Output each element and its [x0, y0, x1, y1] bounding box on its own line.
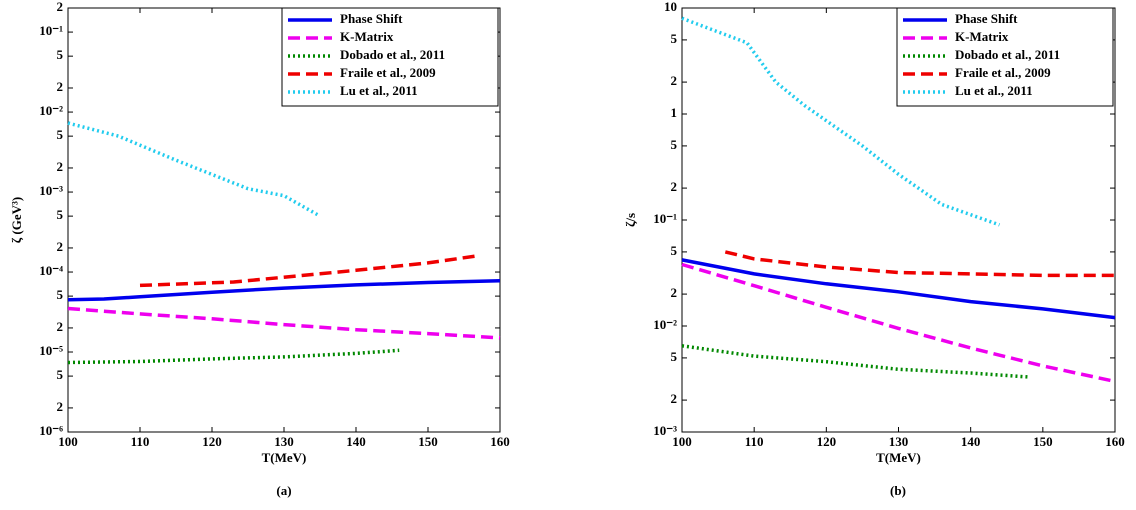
y-tick-label: 10⁻⁵ — [39, 343, 63, 358]
x-tick-label: 110 — [131, 434, 150, 449]
series-line — [681, 16, 1001, 227]
x-axis-label: T(MeV) — [876, 450, 921, 465]
series-line — [67, 348, 400, 365]
x-tick-label: 120 — [817, 434, 837, 449]
x-axis-label: T(MeV) — [262, 450, 307, 465]
x-tick-label: 160 — [490, 434, 510, 449]
y-tick-label: 1 — [671, 105, 678, 120]
x-tick-label: 130 — [889, 434, 909, 449]
y-tick-label: 5 — [57, 127, 64, 142]
y-tick-label: 10⁻¹ — [653, 211, 677, 226]
legend-label: Dobado et al., 2011 — [955, 47, 1060, 62]
legend-label: Fraile et al., 2009 — [340, 65, 436, 80]
x-tick-label: 110 — [745, 434, 764, 449]
y-tick-label: 2 — [57, 319, 64, 334]
y-tick-label: 5 — [57, 287, 64, 302]
y-tick-label: 5 — [57, 207, 64, 222]
legend-label: Phase Shift — [955, 11, 1018, 26]
series-line — [724, 250, 1115, 278]
legend-label: Fraile et al., 2009 — [955, 65, 1051, 80]
y-tick-label: 2 — [671, 73, 678, 88]
series-line — [681, 262, 1116, 384]
y-tick-label: 5 — [671, 349, 678, 364]
x-tick-label: 100 — [672, 434, 692, 449]
y-tick-label: 10⁻² — [39, 103, 63, 118]
y-axis-label: ζ/s — [623, 213, 638, 227]
y-tick-label: 2 — [57, 159, 64, 174]
x-tick-label: 150 — [418, 434, 438, 449]
y-tick-label: 2 — [57, 239, 64, 254]
y-axis-label: ζ (GeV³) — [9, 197, 24, 243]
plot: 100 110 120 130 140 150 160 10 5 2 1 5 2 10⁻¹ 5 2 10⁻² 5 2… — [623, 0, 1125, 498]
x-tick-label: 160 — [1105, 434, 1125, 449]
y-tick-label: 10⁻⁴ — [39, 263, 63, 278]
caption: (b) — [890, 483, 906, 498]
x-tick-label: 140 — [346, 434, 366, 449]
plot: 100 110 120 130 140 150 160 2 10⁻¹ 5 2 10⁻² 5 2 10⁻³ 5 2… — [9, 0, 510, 498]
series-line — [681, 344, 1029, 379]
y-tick-label: 2 — [57, 79, 64, 94]
x-tick-label: 150 — [1033, 434, 1053, 449]
series-line — [139, 253, 479, 288]
legend-label: K-Matrix — [340, 29, 394, 44]
series-line — [67, 278, 501, 302]
legend-label: Dobado et al., 2011 — [340, 47, 445, 62]
caption: (a) — [276, 483, 291, 498]
y-tick-label: 2 — [671, 179, 678, 194]
y-tick-label: 5 — [57, 47, 64, 62]
legend-label: Lu et al., 2011 — [955, 83, 1033, 98]
legend-label: K-Matrix — [955, 29, 1009, 44]
y-tick-label: 10⁻³ — [653, 423, 677, 438]
y-tick-label: 5 — [671, 243, 678, 258]
y-tick-label: 2 — [671, 285, 678, 300]
x-tick-label: 100 — [58, 434, 78, 449]
y-tick-label: 10 — [664, 0, 677, 14]
y-tick-label: 10⁻² — [653, 317, 677, 332]
y-tick-label: 5 — [671, 31, 678, 46]
y-tick-label: 5 — [57, 367, 64, 382]
series-line — [681, 258, 1116, 320]
y-tick-label: 10⁻³ — [39, 183, 63, 198]
x-tick-label: 130 — [274, 434, 294, 449]
x-tick-label: 140 — [961, 434, 981, 449]
series-line — [67, 121, 321, 218]
y-tick-label: 10⁻¹ — [39, 23, 63, 38]
series-line — [67, 306, 501, 340]
y-tick-label: 10⁻⁶ — [39, 423, 63, 438]
legend-label: Lu et al., 2011 — [340, 83, 418, 98]
x-tick-label: 120 — [202, 434, 222, 449]
y-tick-label: 2 — [57, 0, 64, 14]
y-tick-label: 2 — [671, 391, 678, 406]
y-tick-label: 2 — [57, 399, 64, 414]
y-tick-label: 5 — [671, 137, 678, 152]
legend-label: Phase Shift — [340, 11, 403, 26]
